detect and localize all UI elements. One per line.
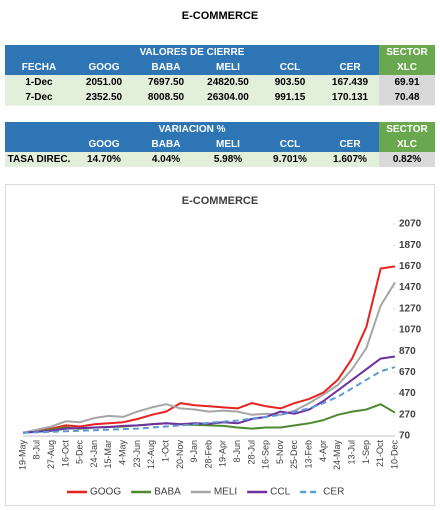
table-cell: 2051.00 [73, 75, 135, 90]
table-cell: 14.70% [73, 152, 135, 167]
table-banner: VALORES DE CIERRE [5, 45, 379, 60]
chart-title: E-COMMERCE [182, 195, 258, 207]
y-tick-label: 270 [399, 409, 416, 420]
sector-header: SECTOR [379, 45, 435, 60]
y-tick-label: 1470 [399, 282, 422, 293]
table-banner: VARIACION % [5, 122, 379, 137]
page-title: E-COMMERCE [181, 10, 259, 22]
table-cell: 903.50 [259, 75, 321, 90]
table-cell: 26304.00 [197, 90, 259, 105]
legend-label: MELI [214, 487, 237, 498]
column-header: GOOG [73, 137, 135, 152]
x-tick-label: 20-Nov [175, 440, 185, 470]
x-tick-label: 13-Jul [346, 440, 356, 465]
column-header: CER [321, 137, 379, 152]
table-cell: TASA DIREC. [5, 152, 73, 167]
x-tick-label: 13-Feb [304, 440, 314, 469]
x-tick-label: 28-Jul [246, 440, 256, 465]
x-tick-label: 27-Aug [46, 440, 56, 469]
x-tick-label: 4-Apr [318, 440, 328, 462]
column-header: CCL [259, 137, 321, 152]
x-tick-label: 9-Jan [189, 440, 199, 463]
y-tick-label: 1070 [399, 325, 422, 336]
table-cell: 167.439 [321, 75, 379, 90]
x-tick-label: 19-May [17, 440, 27, 471]
x-tick-label: 21-Oct [375, 440, 385, 468]
chart-frame [5, 184, 435, 506]
table-cell: 5.98% [197, 152, 259, 167]
line-series [22, 265, 396, 434]
legend-label: GOOG [90, 487, 121, 498]
column-header: CCL [259, 60, 321, 75]
column-header: FECHA [5, 60, 73, 75]
x-tick-label: 4-May [118, 440, 128, 466]
y-tick-label: 1870 [399, 240, 422, 251]
column-header: XLC [379, 60, 435, 75]
table-cell: 8008.50 [135, 90, 197, 105]
table-cell: 7697.50 [135, 75, 197, 90]
spacer [5, 105, 435, 120]
line-series [22, 366, 396, 434]
x-tick-label: 12-Aug [146, 440, 156, 469]
x-tick-label: 19-Apr [218, 440, 228, 467]
chart: E-COMMERCE 70 270 470 670 870 1070 1270 1470 167… [5, 184, 435, 506]
column-header: XLC [379, 137, 435, 152]
x-tick-label: 5-Nov [275, 440, 285, 465]
table-cell: 69.91 [379, 75, 435, 90]
y-tick-label: 1270 [399, 303, 422, 314]
column-header: GOOG [73, 60, 135, 75]
x-tick-label: 16-Oct [60, 440, 70, 468]
line-series [22, 281, 396, 434]
table-cell: 0.82% [379, 152, 435, 167]
x-tick-label: 1-Oct [160, 440, 170, 463]
x-tick-label: 24-May [332, 440, 342, 471]
table-cell: 24820.50 [197, 75, 259, 90]
x-tick-label: 28-Feb [203, 440, 213, 469]
x-tick-label: 5-Dec [75, 440, 85, 465]
table-cell: 1.607% [321, 152, 379, 167]
legend-label: BABA [154, 487, 181, 498]
x-tick-label: 8-Jul [32, 440, 42, 460]
x-tick-label: 23-Jun [132, 440, 142, 468]
table-cell: 170.131 [321, 90, 379, 105]
column-header [5, 137, 73, 152]
table-cell: 9.701% [259, 152, 321, 167]
y-tick-label: 2070 [399, 219, 422, 230]
column-header: BABA [135, 137, 197, 152]
legend-label: CCL [270, 487, 290, 498]
x-tick-label: 15-Mar [103, 440, 113, 469]
x-tick-label: 24-Jan [89, 440, 99, 468]
legend-label: CER [323, 487, 344, 498]
y-tick-label: 1670 [399, 261, 422, 272]
x-tick-label: 8-Jun [232, 440, 242, 463]
y-tick-label: 870 [399, 346, 416, 357]
y-tick-label: 670 [399, 367, 416, 378]
y-tick-label: 470 [399, 388, 416, 399]
x-tick-label: 25-Dec [289, 440, 299, 470]
table-cell: 4.04% [135, 152, 197, 167]
column-header: BABA [135, 60, 197, 75]
column-header: MELI [197, 137, 259, 152]
table-cell: 2352.50 [73, 90, 135, 105]
table-cell: 1-Dec [5, 75, 73, 90]
y-tick-label: 70 [399, 431, 411, 442]
table-cell: 991.15 [259, 90, 321, 105]
line-series [22, 355, 396, 434]
x-tick-label: 10-Dec [389, 440, 399, 470]
x-tick-label: 16-Sep [261, 440, 271, 469]
column-header: CER [321, 60, 379, 75]
table-cell: 7-Dec [5, 90, 73, 105]
sector-header: SECTOR [379, 122, 435, 137]
table-cell: 70.48 [379, 90, 435, 105]
column-header: MELI [197, 60, 259, 75]
x-tick-label: 1-Sep [361, 440, 371, 464]
